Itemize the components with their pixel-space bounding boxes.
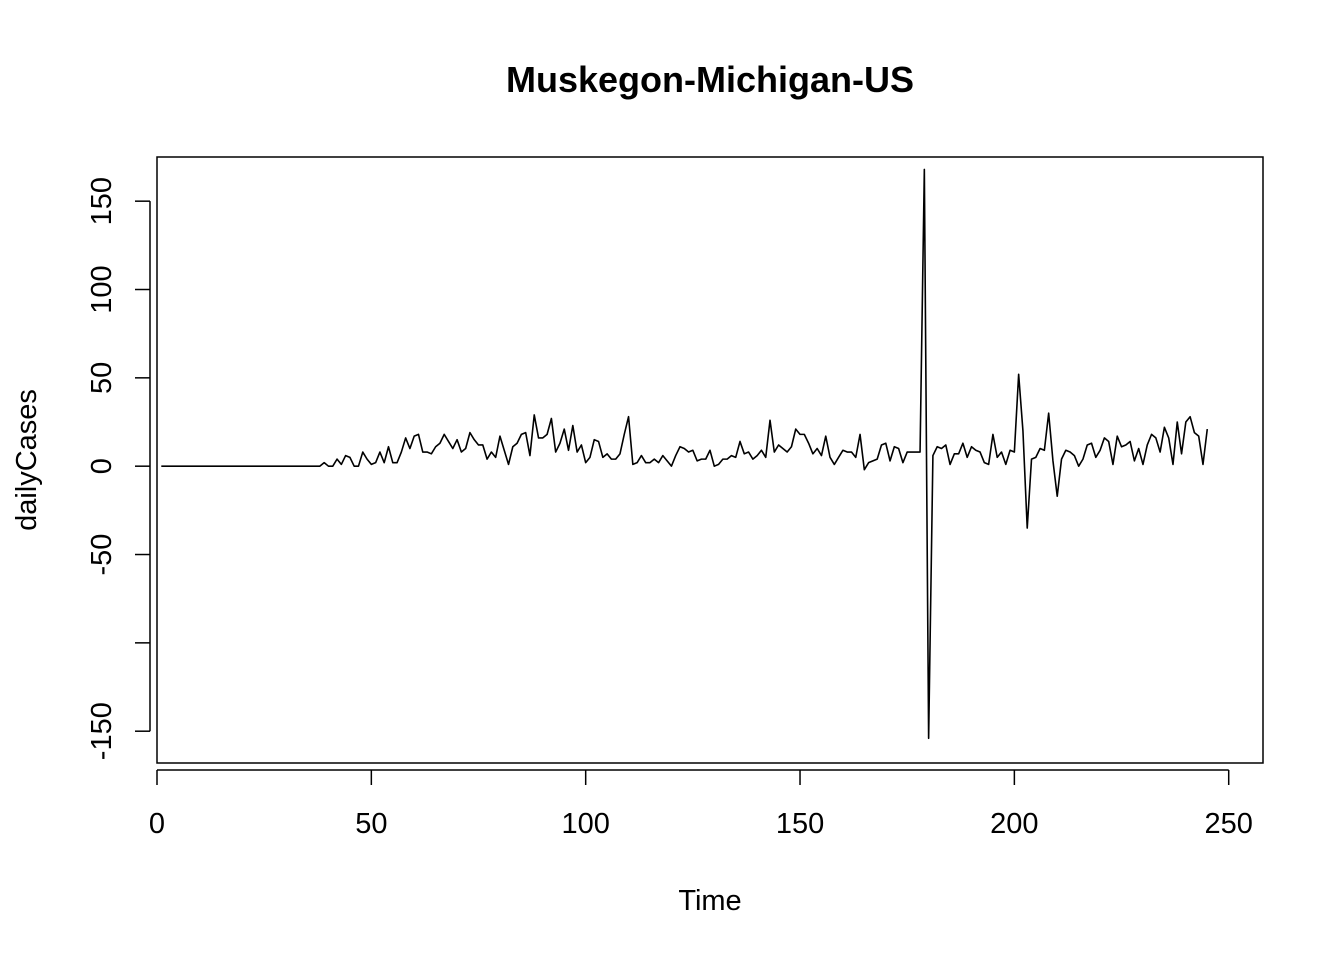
y-tick-label: 0	[86, 458, 118, 474]
y-axis: 150 100 50 0 -50 -150	[86, 177, 151, 760]
y-tick-label: 150	[86, 177, 118, 225]
y-tick-label: 100	[86, 265, 118, 313]
y-tick-label: -50	[86, 534, 118, 576]
y-axis-label: dailyCases	[11, 389, 43, 531]
x-tick-label: 200	[990, 808, 1038, 840]
y-tick-label: -150	[86, 702, 118, 760]
plot-frame	[156, 156, 1264, 764]
x-axis: 0 50 100 150 200 250	[149, 769, 1253, 840]
x-axis-label: Time	[678, 885, 741, 917]
x-tick-label: 50	[355, 808, 387, 840]
x-tick-label: 0	[149, 808, 165, 840]
daily-cases-series-line	[161, 168, 1209, 740]
x-tick-label: 150	[776, 808, 824, 840]
chart-title: Muskegon-Michigan-US	[506, 59, 914, 100]
y-tick-label: 50	[86, 362, 118, 394]
x-tick-label: 100	[561, 808, 609, 840]
x-tick-label: 250	[1205, 808, 1253, 840]
